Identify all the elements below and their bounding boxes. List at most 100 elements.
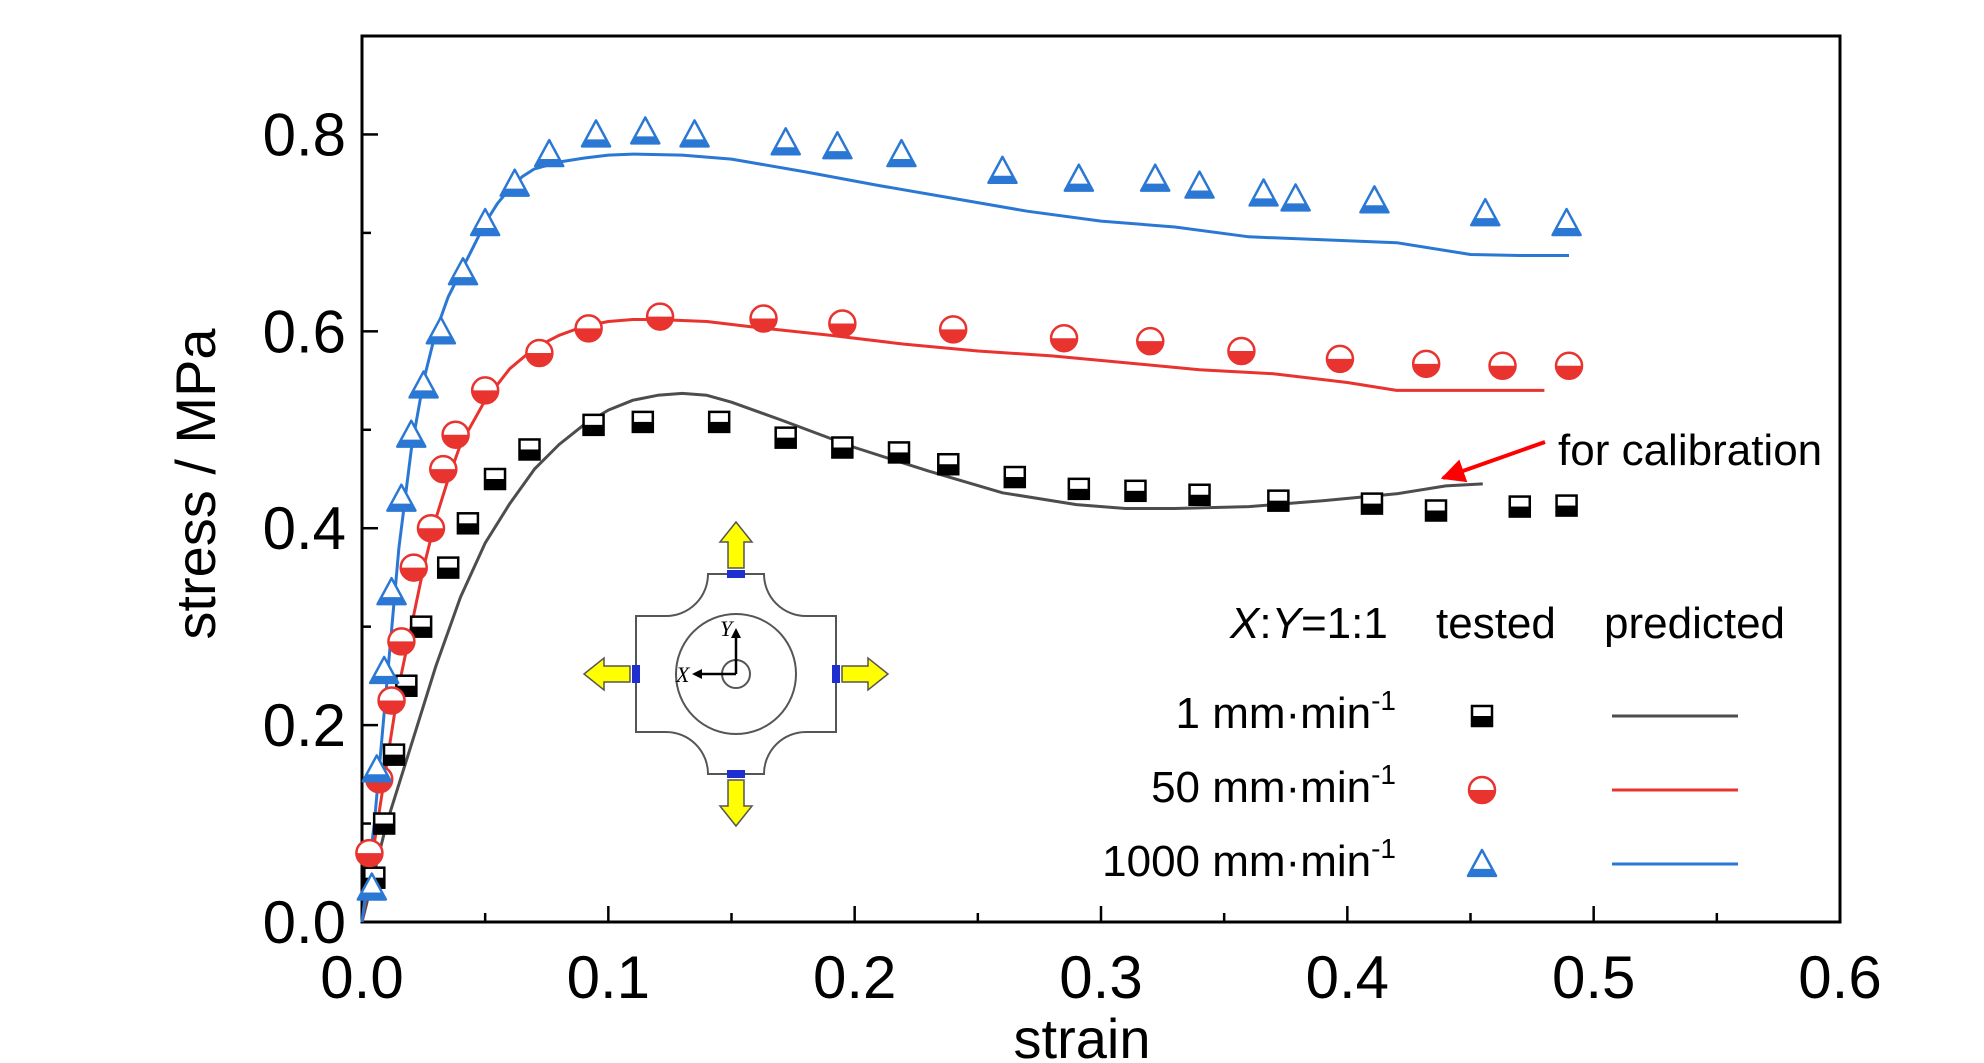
data-point <box>376 576 407 606</box>
legend-label-series-3-exp: -1 <box>1371 833 1396 864</box>
data-point <box>831 436 854 459</box>
data-point <box>1360 492 1384 515</box>
x-tick-label: 0.2 <box>813 944 896 1011</box>
data-point <box>886 138 917 168</box>
data-point <box>409 615 433 638</box>
legend-ratio-x: X <box>1229 599 1261 648</box>
data-point <box>1555 494 1578 517</box>
data-point <box>1554 351 1584 381</box>
data-point <box>1124 479 1147 503</box>
x-tick-label: 0.0 <box>320 944 403 1011</box>
data-point <box>355 838 384 868</box>
data-point <box>1424 499 1448 522</box>
load-arrow-right <box>841 656 890 692</box>
y-tick-label: 0.4 <box>263 495 346 562</box>
calibration-annotation: for calibration <box>1440 426 1822 483</box>
data-point <box>1508 495 1532 518</box>
data-point <box>1325 344 1355 374</box>
data-point <box>938 315 968 344</box>
legend-ratio-header: X:Y=1:1 <box>1229 599 1388 648</box>
data-point <box>582 413 605 437</box>
data-point <box>399 553 428 582</box>
inset-axis-y-arrow <box>731 628 741 638</box>
x-tick-label: 0.3 <box>1059 944 1142 1011</box>
data-point <box>828 309 857 338</box>
data-point <box>631 410 655 434</box>
data-point <box>679 119 710 148</box>
data-point <box>749 304 778 333</box>
data-point <box>436 556 460 579</box>
data-point <box>1049 323 1079 353</box>
legend-marker-series-3 <box>1466 848 1498 878</box>
data-point <box>822 131 853 160</box>
axis-ticks <box>360 34 1842 924</box>
y-tick-label: 0.2 <box>263 692 346 759</box>
x-tick-label: 0.1 <box>567 944 650 1011</box>
legend-ratio-y: Y <box>1272 599 1304 648</box>
legend-label-series-2-exp: -1 <box>1371 759 1396 790</box>
data-point <box>1063 163 1095 192</box>
legend-predicted-header: predicted <box>1604 599 1785 648</box>
load-arrow-left <box>582 656 631 692</box>
legend-label-series-2-base: 50 mm·min <box>1151 763 1371 812</box>
grip-top <box>727 570 745 578</box>
data-point <box>770 127 801 156</box>
data-point <box>456 512 480 535</box>
x-tick-label: 0.4 <box>1306 944 1389 1011</box>
data-point <box>386 483 417 512</box>
legend-ratio-value: =1:1 <box>1301 599 1388 648</box>
legend-label-series-1-base: 1 mm·min <box>1176 689 1372 738</box>
data-point <box>1267 489 1290 512</box>
calibration-arrow <box>1440 440 1546 483</box>
x-axis-label: strain <box>1014 1007 1151 1063</box>
tested-markers <box>355 116 1584 901</box>
data-point <box>377 686 406 715</box>
legend-label-series-1-exp: -1 <box>1371 685 1396 716</box>
data-point <box>1136 326 1165 356</box>
data-point <box>372 812 396 835</box>
data-point <box>382 743 406 766</box>
data-point <box>441 420 470 449</box>
data-point <box>387 627 416 656</box>
legend-label-series-3-base: 1000 mm·min <box>1102 837 1371 886</box>
grip-left <box>632 665 640 683</box>
inset-label-y: Y <box>720 616 735 641</box>
legend-marker-series-1 <box>1470 704 1494 728</box>
data-point <box>408 370 439 399</box>
legend: X:Y=1:1 tested predicted 1 mm·min-1 50 m… <box>1102 599 1785 886</box>
data-point <box>470 376 500 405</box>
specimen-inset: X Y <box>582 520 890 828</box>
data-point <box>499 168 530 197</box>
y-tick-label: 0.8 <box>263 101 346 168</box>
data-point <box>707 410 731 434</box>
data-point <box>469 207 501 237</box>
legend-marker-series-2 <box>1467 775 1497 805</box>
inset-axis-x-arrow <box>692 669 702 679</box>
data-point <box>1470 197 1501 227</box>
data-point <box>1248 178 1279 207</box>
data-point <box>1551 207 1582 237</box>
legend-label-series-1: 1 mm·min-1 <box>1176 685 1396 738</box>
y-axis-label: stress / MPa <box>164 328 227 640</box>
data-point <box>1359 185 1390 214</box>
data-point <box>356 872 388 901</box>
data-point <box>987 155 1018 185</box>
data-point <box>774 426 797 449</box>
tick-labels: 0.0 0.1 0.2 0.3 0.4 0.5 0.6 0.0 0.2 0.4 0.6 0.8 <box>263 101 1882 1011</box>
data-point <box>1188 483 1211 507</box>
data-point <box>630 116 661 145</box>
predicted-line-series-3 <box>360 152 1569 923</box>
load-arrow-up <box>718 520 754 569</box>
data-point <box>429 454 458 484</box>
data-point <box>574 314 603 343</box>
data-point <box>425 316 457 345</box>
legend-label-series-3: 1000 mm·min-1 <box>1102 833 1396 886</box>
data-point <box>525 338 554 368</box>
data-point <box>1488 351 1517 381</box>
predicted-line-series-1 <box>360 391 1483 923</box>
data-point <box>645 302 675 331</box>
data-point <box>368 655 400 685</box>
data-point <box>887 441 911 464</box>
data-point <box>937 452 960 476</box>
